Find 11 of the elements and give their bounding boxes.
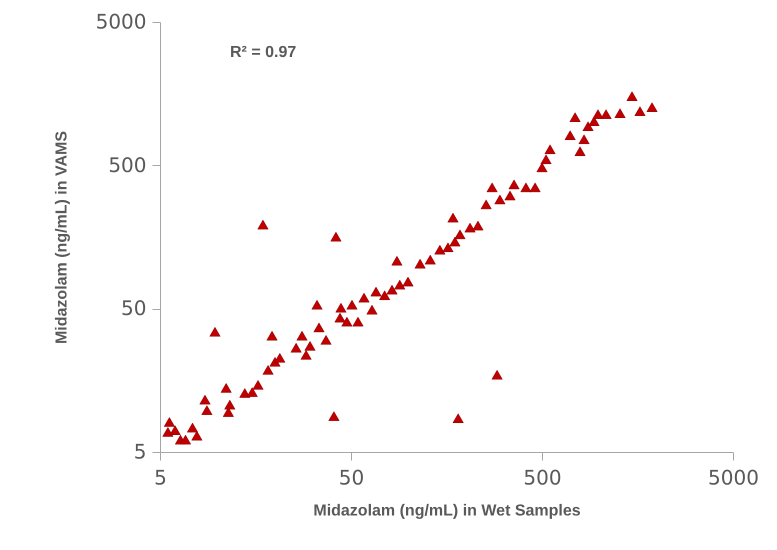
- y-tick-label: 500: [108, 152, 146, 177]
- annotation: R² = 0.97: [230, 44, 296, 61]
- x-axis-title: Midazolam (ng/mL) in Wet Samples: [313, 502, 581, 520]
- x-tick-label: 5: [154, 466, 167, 490]
- y-tick-label: 50: [121, 296, 146, 320]
- y-axis-title: Midazolam (ng/mL) in VAMS: [54, 130, 71, 344]
- x-tick-label: 5000: [708, 466, 759, 490]
- y-tick-label: 5: [134, 440, 146, 464]
- x-tick-label: 50: [338, 466, 364, 490]
- x-tick-label: 500: [523, 466, 562, 490]
- y-tick-label: 5000: [96, 10, 146, 34]
